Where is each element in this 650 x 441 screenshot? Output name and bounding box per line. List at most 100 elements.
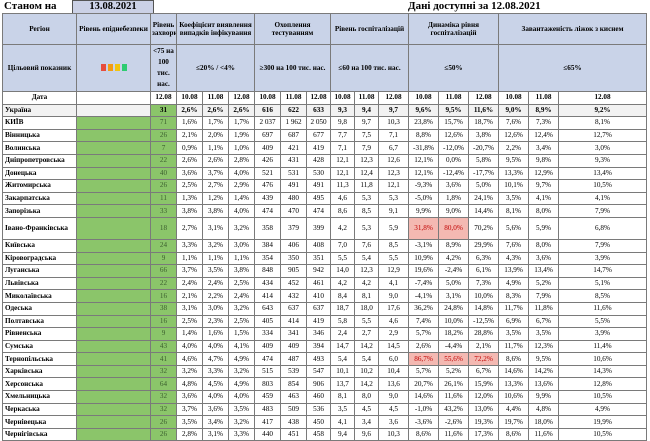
value-cell: 13,4% [558, 166, 647, 181]
value-cell: 2,6% [176, 153, 203, 168]
value-cell: 3,0% [227, 238, 256, 253]
value-cell: 451 [280, 427, 308, 441]
value-cell: 3,6% [202, 402, 229, 417]
region-name: Одеська [2, 301, 77, 316]
value-cell: 14,0 [330, 264, 356, 278]
target-incidence: <75 на 100 тис. нас. [150, 44, 177, 92]
value-cell: 5,5% [558, 314, 647, 329]
value-cell: 14,8% [468, 301, 500, 316]
value-cell: 5,4 [330, 352, 356, 366]
date-cell: 11.08 [354, 91, 380, 105]
value-cell: 10,3 [378, 427, 410, 441]
region-name: КИЇВ [2, 116, 77, 130]
value-cell: 616 [254, 103, 282, 118]
value-cell: 12,8% [558, 377, 647, 392]
value-cell: 5,5 [354, 314, 380, 329]
value-cell: 2,2% [498, 141, 530, 155]
value-cell: 7,3% [528, 116, 560, 130]
value-cell: 23,8% [408, 116, 440, 130]
epi-level-cell [76, 415, 151, 429]
value-cell: 10,5% [558, 427, 647, 441]
value-cell: 17,3% [468, 427, 500, 441]
epi-level-cell [76, 116, 151, 130]
value-cell: 9,6 [354, 427, 380, 441]
col-epi-level: Рівень епіднебезпеки [76, 13, 151, 45]
value-cell: 38 [150, 301, 177, 316]
epi-level-cell [76, 301, 151, 316]
value-cell: 14,2 [354, 339, 380, 354]
date-cell: 12.08 [150, 91, 177, 105]
value-cell: 1,9% [227, 128, 256, 143]
date-cell: 11.08 [202, 91, 229, 105]
value-cell: 12,1 [330, 153, 356, 168]
value-cell: 4,2 [330, 216, 356, 240]
value-cell: 11,6% [438, 390, 470, 404]
value-cell: 9,0 [378, 390, 410, 404]
region-name: Івано-Франківська [2, 216, 77, 240]
value-cell: 5,3 [354, 216, 380, 240]
value-cell: 3,1% [176, 301, 203, 316]
value-cell: 419 [306, 141, 332, 155]
value-cell: 5,9% [528, 216, 560, 240]
value-cell: 32 [150, 402, 177, 417]
value-cell: 515 [254, 364, 282, 379]
value-cell: 26 [150, 179, 177, 193]
value-cell: 5,2% [438, 364, 470, 379]
value-cell: 474 [306, 204, 332, 218]
epi-level-cell [76, 179, 151, 193]
value-cell: 32 [150, 364, 177, 379]
region-name: Херсонська [2, 377, 77, 392]
value-cell: 3,0% [558, 141, 647, 155]
value-cell: 12,1 [378, 179, 410, 193]
table-body: Дата 12.08 10.08 11.08 12.08 10.08 11.08… [2, 91, 647, 441]
value-cell: 399 [306, 216, 332, 240]
value-cell: 5,5 [378, 251, 410, 266]
value-cell: 3,0% [202, 301, 229, 316]
value-cell: -12,0% [438, 141, 470, 155]
value-cell: 13,3% [498, 377, 530, 392]
value-cell: 26 [150, 415, 177, 429]
value-cell: 8,1 [330, 390, 356, 404]
value-cell: -5,0% [408, 191, 440, 206]
epi-level-cell [76, 264, 151, 278]
value-cell: 9,8% [528, 153, 560, 168]
value-cell: 12,7% [558, 128, 647, 143]
value-cell: 16 [150, 289, 177, 303]
value-cell: 417 [254, 415, 282, 429]
region-name: Полтавська [2, 314, 77, 329]
header-row-titles: Регіон Рівень епіднебезпеки Рівень захво… [2, 13, 647, 45]
value-cell: 9,9% [528, 390, 560, 404]
value-cell: 24 [150, 238, 177, 253]
value-cell: 9,1 [378, 204, 410, 218]
value-cell: 452 [280, 276, 308, 291]
value-cell: 2,5% [176, 179, 203, 193]
value-cell: -7,4% [408, 276, 440, 291]
table-row: Волинська 7 0,9% 1,1% 1,0% 409 421 419 7,1 7,9 6,7… [2, 141, 647, 155]
value-cell: 439 [254, 191, 282, 206]
value-cell: -4,4% [438, 339, 470, 354]
value-cell: -2,4% [438, 264, 470, 278]
value-cell: 2,6% [176, 103, 203, 118]
date-cell: 10.08 [330, 91, 356, 105]
value-cell: 4,5 [378, 402, 410, 417]
value-cell: 15,9% [468, 377, 500, 392]
value-cell: 1,1% [227, 251, 256, 266]
value-cell: 11,7% [498, 339, 530, 354]
value-cell: 19,3% [468, 415, 500, 429]
value-cell: 4,1% [227, 339, 256, 354]
value-cell: 7,1 [330, 141, 356, 155]
date-cell: 12.08 [306, 91, 332, 105]
value-cell: 487 [280, 352, 308, 366]
table-row: Херсонська 64 4,8% 4,5% 4,9% 803 854 906 13,7 14,… [2, 377, 647, 392]
value-cell: 3,7% [176, 402, 203, 417]
value-cell: 3,7% [176, 264, 203, 278]
value-cell: 905 [280, 264, 308, 278]
value-cell: -20,7% [468, 141, 500, 155]
value-cell: 4,8% [176, 377, 203, 392]
value-cell: -1,0% [408, 402, 440, 417]
table-row: Рівненська 9 1,4% 1,6% 1,5% 334 341 346 2,4 2,7 2,… [2, 327, 647, 341]
value-cell: 12,3 [354, 264, 380, 278]
value-cell: 12,4% [528, 128, 560, 143]
col-testing: Охоплення тестуванням [254, 13, 332, 45]
value-cell: 86,7% [408, 352, 440, 366]
